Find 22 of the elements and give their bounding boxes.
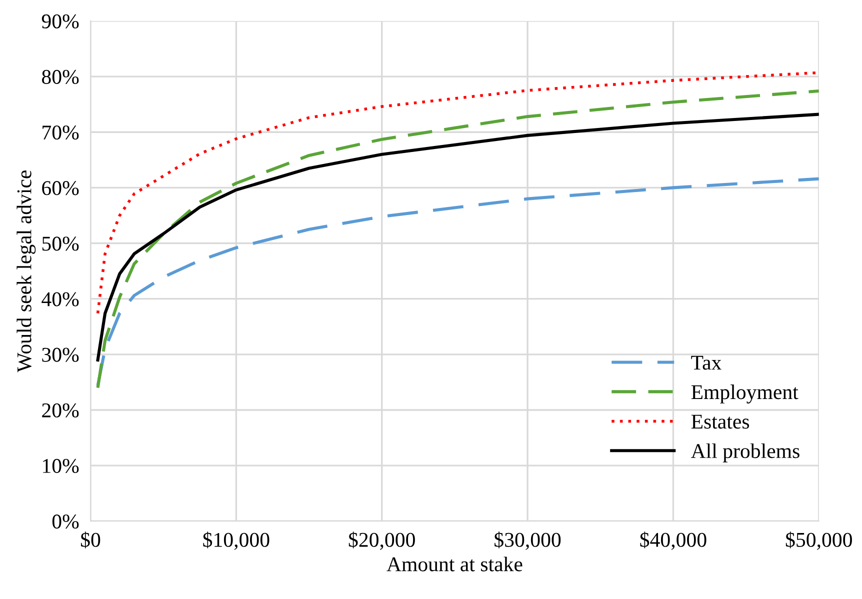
y-tick-label: 20% [42,403,79,418]
x-tick-label: $20,000 [348,532,415,550]
y-tick-label: 10% [43,458,79,474]
x-tick-label: $10,000 [203,532,270,550]
y-tick-label: 30% [42,348,79,362]
x-tick-label: $30,000 [494,532,561,550]
y-tick-label: 40% [42,292,79,306]
legend-label: Employment [691,384,798,404]
y-axis-title: Would seek legal advice [16,170,36,372]
y-tick-label: 80% [42,70,79,84]
legend-label: Estates [691,414,750,429]
legend-label: Tax [691,356,722,370]
y-tick-label: 50% [42,236,79,251]
y-tick-label: 70% [42,125,79,140]
x-axis-title: Amount at stake [386,556,522,572]
y-tick-label: 90% [42,14,79,28]
y-tick-label: 0% [52,514,79,529]
y-tick-label: 60% [42,181,79,196]
x-tick-label: $40,000 [640,532,706,550]
legend-label: All problems [690,443,800,462]
x-tick-label: $50,000 [786,532,852,550]
x-tick-label: $0 [80,532,100,548]
